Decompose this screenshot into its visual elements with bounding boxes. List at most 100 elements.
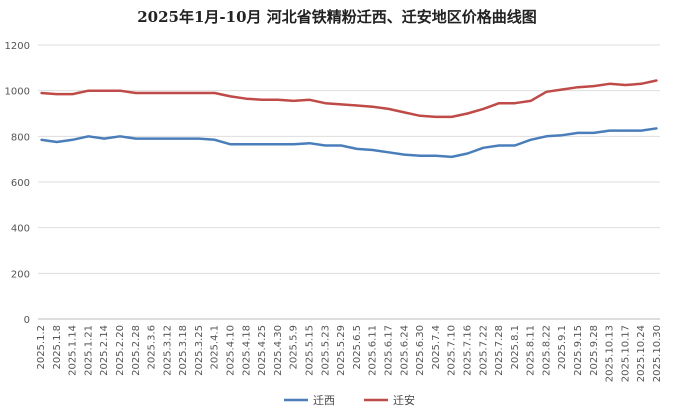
data-point [387, 108, 390, 110]
data-point [150, 92, 153, 94]
data-point [545, 91, 548, 93]
x-tick-label: 2025.7.4 [431, 325, 442, 370]
data-point [166, 92, 169, 94]
data-point [529, 138, 532, 141]
x-tick-label: 2025.3.12 [162, 325, 173, 376]
x-tick-label: 2025.8.1 [510, 325, 521, 370]
data-point [593, 85, 595, 87]
x-tick-label: 2025.9.15 [573, 325, 584, 376]
x-tick-label: 2025.6.30 [415, 325, 426, 376]
x-tick-label: 2025.10.30 [652, 325, 663, 382]
data-point [324, 144, 327, 147]
x-tick-label: 2025.5.15 [305, 325, 316, 376]
y-tick-label: 0 [24, 315, 30, 326]
data-point [640, 83, 643, 85]
y-tick-label: 800 [11, 132, 30, 143]
x-tick-label: 2025.4.30 [273, 325, 284, 376]
x-tick-label: 2025.5.23 [320, 325, 331, 376]
data-point [656, 79, 658, 82]
x-tick-label: 2025.2.20 [115, 325, 126, 376]
data-point [608, 83, 611, 85]
x-tick-label: 2025.10.13 [605, 325, 616, 382]
data-point [103, 89, 105, 92]
data-point [371, 149, 374, 151]
data-point [514, 102, 516, 105]
data-point [356, 104, 358, 107]
data-point [245, 143, 248, 146]
data-point [150, 137, 153, 140]
data-point [435, 154, 437, 157]
data-point [340, 103, 342, 106]
data-point [419, 154, 421, 157]
x-tick-label: 2025.5.9 [289, 325, 300, 370]
data-point [40, 138, 42, 141]
data-point [624, 84, 627, 86]
x-tick-label: 2025.4.1 [210, 325, 221, 370]
data-point [55, 93, 58, 95]
data-point [308, 142, 311, 144]
data-point [229, 95, 232, 98]
x-tick-label: 2025.2.28 [131, 325, 142, 376]
data-point [561, 88, 564, 91]
data-point [450, 116, 453, 118]
x-tick-label: 2025.6.5 [352, 325, 363, 370]
data-point [119, 135, 121, 138]
x-tick-label: 2025.5.29 [336, 325, 347, 376]
x-tick-label: 2025.8.11 [526, 325, 537, 376]
data-point [356, 148, 358, 150]
data-point [656, 127, 658, 130]
data-point [340, 144, 342, 147]
x-tick-label: 2025.9.1 [557, 325, 568, 370]
data-point [292, 100, 295, 102]
x-tick-label: 2025.3.6 [147, 325, 158, 370]
legend-label: 迁西 [313, 394, 335, 407]
data-point [292, 143, 295, 146]
x-tick-label: 2025.4.25 [257, 325, 268, 376]
data-point [308, 99, 311, 101]
x-tick-label: 2025.3.25 [194, 325, 205, 376]
x-tick-label: 2025.7.22 [478, 325, 489, 376]
data-point [71, 93, 74, 95]
data-point [419, 114, 421, 117]
data-point [498, 144, 500, 147]
y-tick-label: 1000 [5, 87, 30, 98]
x-tick-label: 2025.2.14 [99, 325, 110, 376]
x-tick-label: 2025.7.10 [447, 325, 458, 376]
x-tick-label: 2025.8.22 [541, 325, 552, 376]
data-point [261, 143, 263, 146]
data-point [103, 137, 105, 140]
data-point [277, 143, 279, 146]
data-point [466, 152, 469, 155]
data-point [182, 92, 184, 94]
data-point [403, 153, 406, 156]
y-tick-label: 600 [11, 178, 30, 189]
data-point [213, 92, 216, 94]
x-tick-label: 2025.10.17 [620, 325, 631, 382]
data-point [593, 132, 595, 134]
data-point [482, 108, 485, 110]
data-point [87, 135, 90, 138]
data-point [134, 92, 137, 94]
data-point [435, 116, 437, 118]
x-tick-label: 2025.7.16 [462, 325, 473, 376]
x-tick-label: 2025.3.18 [178, 325, 189, 376]
data-point [403, 111, 406, 114]
x-tick-label: 2025.10.24 [636, 325, 647, 382]
x-tick-label: 2025.1.8 [52, 325, 63, 370]
data-point [245, 97, 248, 100]
data-point [229, 143, 232, 146]
data-point [213, 138, 216, 141]
x-tick-label: 2025.4.10 [226, 325, 237, 376]
y-tick-label: 200 [11, 269, 30, 280]
x-tick-label: 2025.1.21 [83, 325, 94, 376]
data-point [324, 102, 327, 105]
data-point [134, 137, 137, 140]
x-tick-label: 2025.7.28 [494, 325, 505, 376]
series-line-qianan [40, 79, 658, 119]
data-point [545, 135, 548, 138]
data-point [87, 89, 90, 92]
data-point [119, 89, 121, 92]
data-point [482, 146, 485, 149]
